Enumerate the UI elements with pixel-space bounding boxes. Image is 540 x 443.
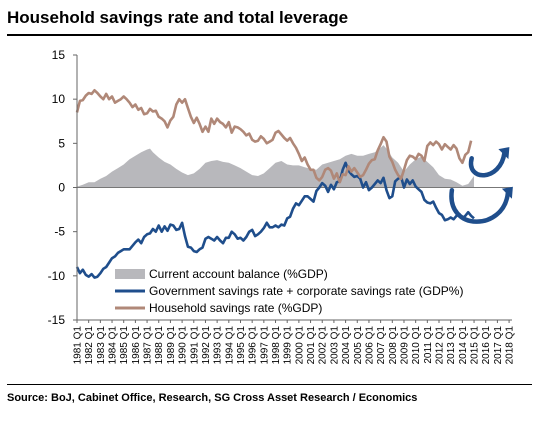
legend-swatch-current-account <box>115 269 145 279</box>
x-tick-label: 2013 Q1 <box>446 326 457 365</box>
chart: -15 -10 -5 0 5 10 15 1981 Q1 1982 Q1 1983 Q1 1984… <box>48 48 516 365</box>
source-note: Source: BoJ, Cabinet Office, Research, S… <box>7 392 418 404</box>
y-tick-label: 10 <box>52 92 66 106</box>
annotation-arrow-layer <box>449 147 513 224</box>
x-tick-label: 2002 Q1 <box>318 326 329 365</box>
legend-label: Household savings rate (%GDP) <box>149 301 322 315</box>
x-tick-label: 2011 Q1 <box>423 326 434 364</box>
x-tick-label: 1987 Q1 <box>143 326 154 365</box>
x-tick-label: 1986 Q1 <box>131 326 142 365</box>
curved-arrow-head <box>501 186 513 199</box>
x-tick-label: 1995 Q1 <box>236 326 247 365</box>
x-tick-label: 2018 Q1 <box>505 326 516 365</box>
legend: Current account balance (%GDP) Government… <box>115 267 463 315</box>
x-tick-label: 1988 Q1 <box>154 326 165 365</box>
y-axis-tick-labels: -15 -10 -5 0 5 10 15 <box>48 48 66 327</box>
household-savings-line <box>75 89 473 184</box>
government-corporate-savings-line <box>75 161 475 279</box>
x-tick-label: 2003 Q1 <box>329 326 340 365</box>
x-tick-label: 1996 Q1 <box>248 326 259 365</box>
x-tick-label: 1983 Q1 <box>96 326 107 365</box>
x-tick-label: 1999 Q1 <box>283 326 294 365</box>
x-tick-label: 2004 Q1 <box>341 326 352 365</box>
x-tick-label: 2008 Q1 <box>388 326 399 365</box>
source-divider <box>7 384 532 385</box>
x-tick-label: 2001 Q1 <box>306 326 317 365</box>
chart-title: Household savings rate and total leverag… <box>7 8 349 27</box>
y-tick-label: -10 <box>48 269 66 283</box>
x-tick-label: 1985 Q1 <box>119 326 130 365</box>
y-tick-label: 5 <box>58 136 65 150</box>
axis-layer <box>73 54 512 323</box>
x-tick-label: 1989 Q1 <box>166 326 177 365</box>
series-line-layer <box>75 89 475 279</box>
x-tick-label: 1990 Q1 <box>178 326 189 365</box>
x-tick-label: 1984 Q1 <box>108 326 119 365</box>
title-divider <box>7 34 532 36</box>
x-tick-label: 1998 Q1 <box>271 326 282 365</box>
x-tick-label: 1992 Q1 <box>201 326 212 365</box>
x-tick-label: 2005 Q1 <box>353 326 364 365</box>
y-tick-label: 0 <box>58 181 65 195</box>
x-tick-label: 2012 Q1 <box>435 326 446 365</box>
x-tick-label: 2016 Q1 <box>481 326 492 365</box>
x-tick-label: 2000 Q1 <box>294 326 305 365</box>
x-axis-tick-labels: 1981 Q1 1982 Q1 1983 Q1 1984 Q1 1985 Q1 1986 … <box>73 326 516 365</box>
curved-arrow-shaft <box>468 150 507 178</box>
x-tick-label: 2010 Q1 <box>411 326 422 365</box>
y-tick-label: -5 <box>54 225 65 239</box>
x-tick-label: 1993 Q1 <box>213 326 224 365</box>
x-tick-label: 2015 Q1 <box>470 326 481 365</box>
legend-label: Government savings rate + corporate savi… <box>149 284 463 298</box>
y-tick-label: 15 <box>52 48 66 62</box>
x-tick-label: 2014 Q1 <box>458 326 469 365</box>
x-tick-label: 1982 Q1 <box>84 326 95 365</box>
x-tick-label: 1997 Q1 <box>259 326 270 365</box>
y-tick-label: -15 <box>48 313 66 327</box>
x-tick-label: 1991 Q1 <box>189 326 200 365</box>
x-tick-label: 1981 Q1 <box>73 326 84 365</box>
x-tick-label: 1994 Q1 <box>224 326 235 365</box>
curved-arrow-head <box>498 147 510 160</box>
curved-arrow-shaft <box>449 187 511 224</box>
x-tick-label: 2017 Q1 <box>493 326 504 365</box>
legend-label: Current account balance (%GDP) <box>149 267 328 281</box>
x-tick-label: 2007 Q1 <box>376 326 387 365</box>
x-tick-label: 2006 Q1 <box>364 326 375 365</box>
x-tick-label: 2009 Q1 <box>400 326 411 365</box>
